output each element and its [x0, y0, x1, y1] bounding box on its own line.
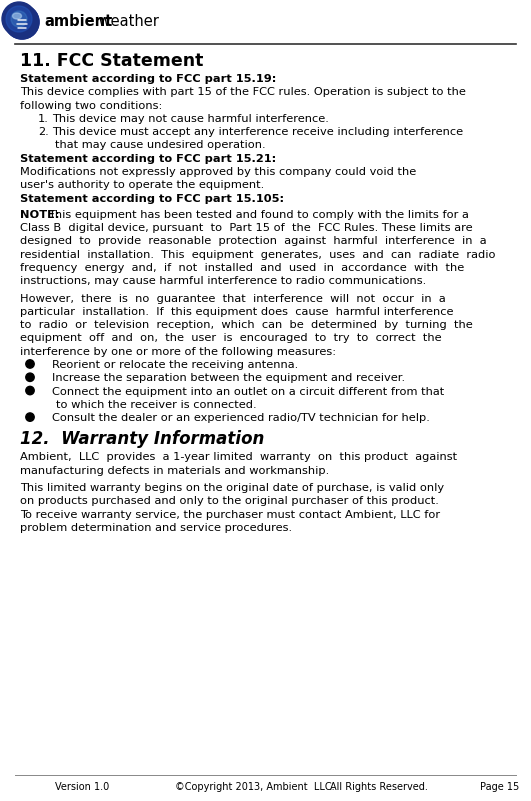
Text: This device must accept any interference receive including interference: This device must accept any interference…: [52, 127, 463, 137]
Circle shape: [26, 413, 34, 421]
Circle shape: [11, 11, 27, 27]
Text: This device complies with part 15 of the FCC rules. Operation is subject to the: This device complies with part 15 of the…: [20, 87, 466, 97]
Text: Version 1.0: Version 1.0: [55, 782, 109, 792]
Text: Statement according to FCC part 15.19:: Statement according to FCC part 15.19:: [20, 74, 276, 84]
Text: following two conditions:: following two conditions:: [20, 101, 162, 111]
Text: Consult the dealer or an experienced radio/TV technician for help.: Consult the dealer or an experienced rad…: [52, 413, 430, 423]
Text: interference by one or more of the following measures:: interference by one or more of the follo…: [20, 347, 336, 356]
Circle shape: [26, 386, 34, 395]
Text: All Rights Reserved.: All Rights Reserved.: [330, 782, 428, 792]
Text: 12.  Warranty Information: 12. Warranty Information: [20, 430, 264, 449]
Text: on products purchased and only to the original purchaser of this product.: on products purchased and only to the or…: [20, 497, 439, 506]
Text: Connect the equipment into an outlet on a circuit different from that: Connect the equipment into an outlet on …: [52, 387, 444, 396]
Text: Class B  digital device, pursuant  to  Part 15 of  the  FCC Rules. These limits : Class B digital device, pursuant to Part…: [20, 223, 473, 233]
Text: equipment  off  and  on,  the  user  is  encouraged  to  try  to  correct  the: equipment off and on, the user is encour…: [20, 333, 442, 344]
Text: However,  there  is  no  guarantee  that  interference  will  not  occur  in  a: However, there is no guarantee that inte…: [20, 293, 446, 304]
Text: NOTE:: NOTE:: [20, 210, 64, 219]
Circle shape: [5, 5, 39, 39]
Circle shape: [5, 5, 39, 39]
Text: particular  installation.  If  this equipment does  cause  harmful interference: particular installation. If this equipme…: [20, 307, 453, 317]
Text: This equipment has been tested and found to comply with the limits for a: This equipment has been tested and found…: [48, 210, 469, 219]
Text: This limited warranty begins on the original date of purchase, is valid only: This limited warranty begins on the orig…: [20, 483, 444, 493]
Text: instructions, may cause harmful interference to radio communications.: instructions, may cause harmful interfer…: [20, 276, 426, 286]
Text: 2.: 2.: [38, 127, 49, 137]
Text: Statement according to FCC part 15.105:: Statement according to FCC part 15.105:: [20, 194, 284, 203]
Text: 1.: 1.: [38, 114, 49, 124]
Text: designed  to  provide  reasonable  protection  against  harmful  interference  i: designed to provide reasonable protectio…: [20, 236, 486, 247]
Text: Ambient,  LLC  provides  a 1-year limited  warranty  on  this product  against: Ambient, LLC provides a 1-year limited w…: [20, 453, 457, 462]
Text: user's authority to operate the equipment.: user's authority to operate the equipmen…: [20, 180, 264, 191]
Text: to which the receiver is connected.: to which the receiver is connected.: [56, 400, 256, 410]
Text: Statement according to FCC part 15.21:: Statement according to FCC part 15.21:: [20, 154, 276, 163]
Text: problem determination and service procedures.: problem determination and service proced…: [20, 523, 292, 533]
Circle shape: [26, 360, 34, 368]
Text: residential  installation.  This  equipment  generates,  uses  and  can  radiate: residential installation. This equipment…: [20, 250, 495, 260]
Text: frequency  energy  and,  if  not  installed  and  used  in  accordance  with  th: frequency energy and, if not installed a…: [20, 263, 464, 273]
Text: This device may not cause harmful interference.: This device may not cause harmful interf…: [52, 114, 329, 124]
Text: To receive warranty service, the purchaser must contact Ambient, LLC for: To receive warranty service, the purchas…: [20, 509, 440, 520]
Text: Reorient or relocate the receiving antenna.: Reorient or relocate the receiving anten…: [52, 360, 298, 370]
Text: Increase the separation between the equipment and receiver.: Increase the separation between the equi…: [52, 373, 405, 383]
Ellipse shape: [13, 13, 21, 19]
Text: to  radio  or  television  reception,  which  can  be  determined  by  turning  : to radio or television reception, which …: [20, 320, 473, 330]
Circle shape: [2, 2, 36, 36]
Text: ambient: ambient: [44, 14, 112, 29]
Text: Page 15: Page 15: [480, 782, 519, 792]
Text: Modifications not expressly approved by this company could void the: Modifications not expressly approved by …: [20, 167, 416, 177]
Text: 11. FCC Statement: 11. FCC Statement: [20, 52, 203, 70]
Text: manufacturing defects in materials and workmanship.: manufacturing defects in materials and w…: [20, 465, 329, 476]
Circle shape: [6, 6, 32, 32]
Text: ©Copyright 2013, Ambient  LLC.: ©Copyright 2013, Ambient LLC.: [175, 782, 335, 792]
Circle shape: [26, 373, 34, 381]
Text: that may cause undesired operation.: that may cause undesired operation.: [55, 140, 266, 151]
Text: weather: weather: [94, 14, 159, 29]
